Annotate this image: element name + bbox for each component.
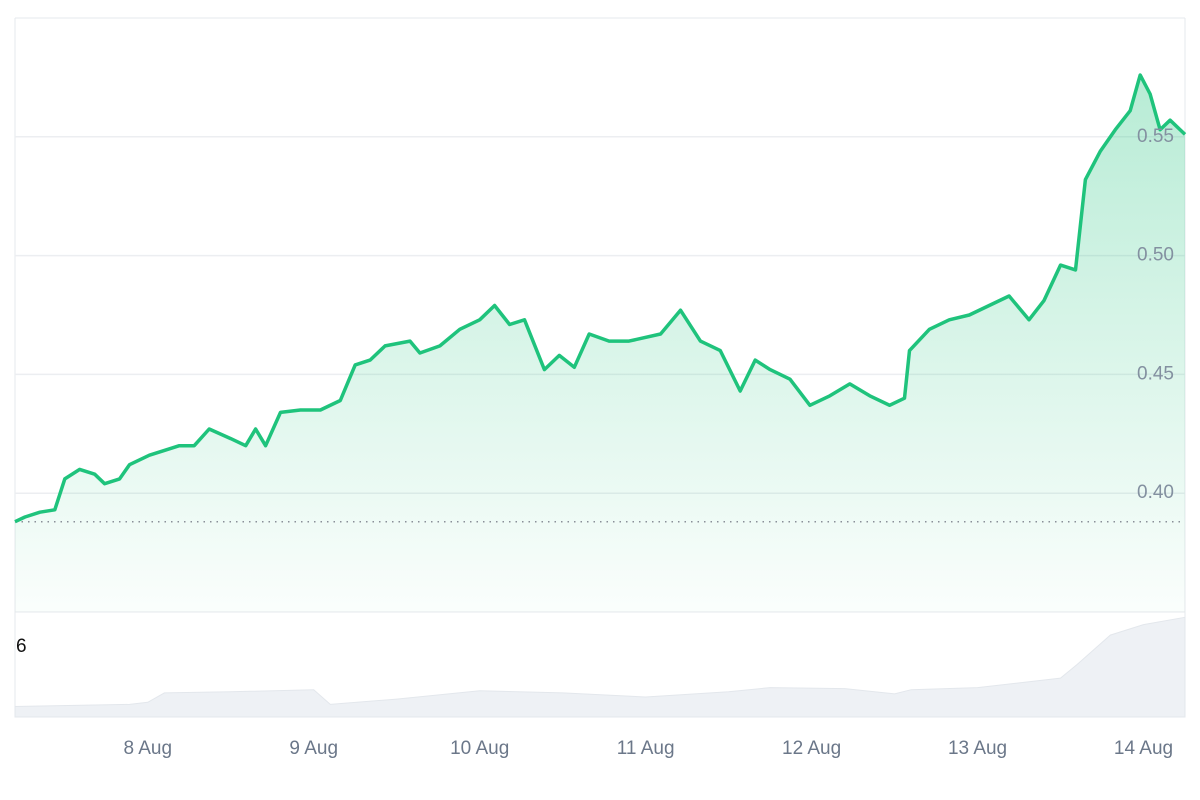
y-tick-label: 0.45 (1137, 363, 1174, 384)
x-tick-label: 9 Aug (289, 738, 338, 759)
x-tick-label: 10 Aug (450, 738, 509, 759)
x-tick-label: 11 Aug (617, 738, 675, 759)
price-line (14, 73, 1187, 524)
x-tick-label: 13 Aug (948, 738, 1007, 759)
x-tick-label: 14 Aug (1114, 738, 1173, 759)
y-tick-label: 0.50 (1137, 245, 1174, 266)
volume-label: 6 (16, 636, 27, 657)
y-tick-label: 0.40 (1137, 482, 1174, 503)
x-tick-label: 8 Aug (123, 738, 172, 759)
y-tick-label: 0.55 (1137, 126, 1174, 147)
price-area (15, 75, 1185, 612)
volume-area (14, 616, 1186, 718)
x-tick-label: 12 Aug (782, 738, 841, 759)
